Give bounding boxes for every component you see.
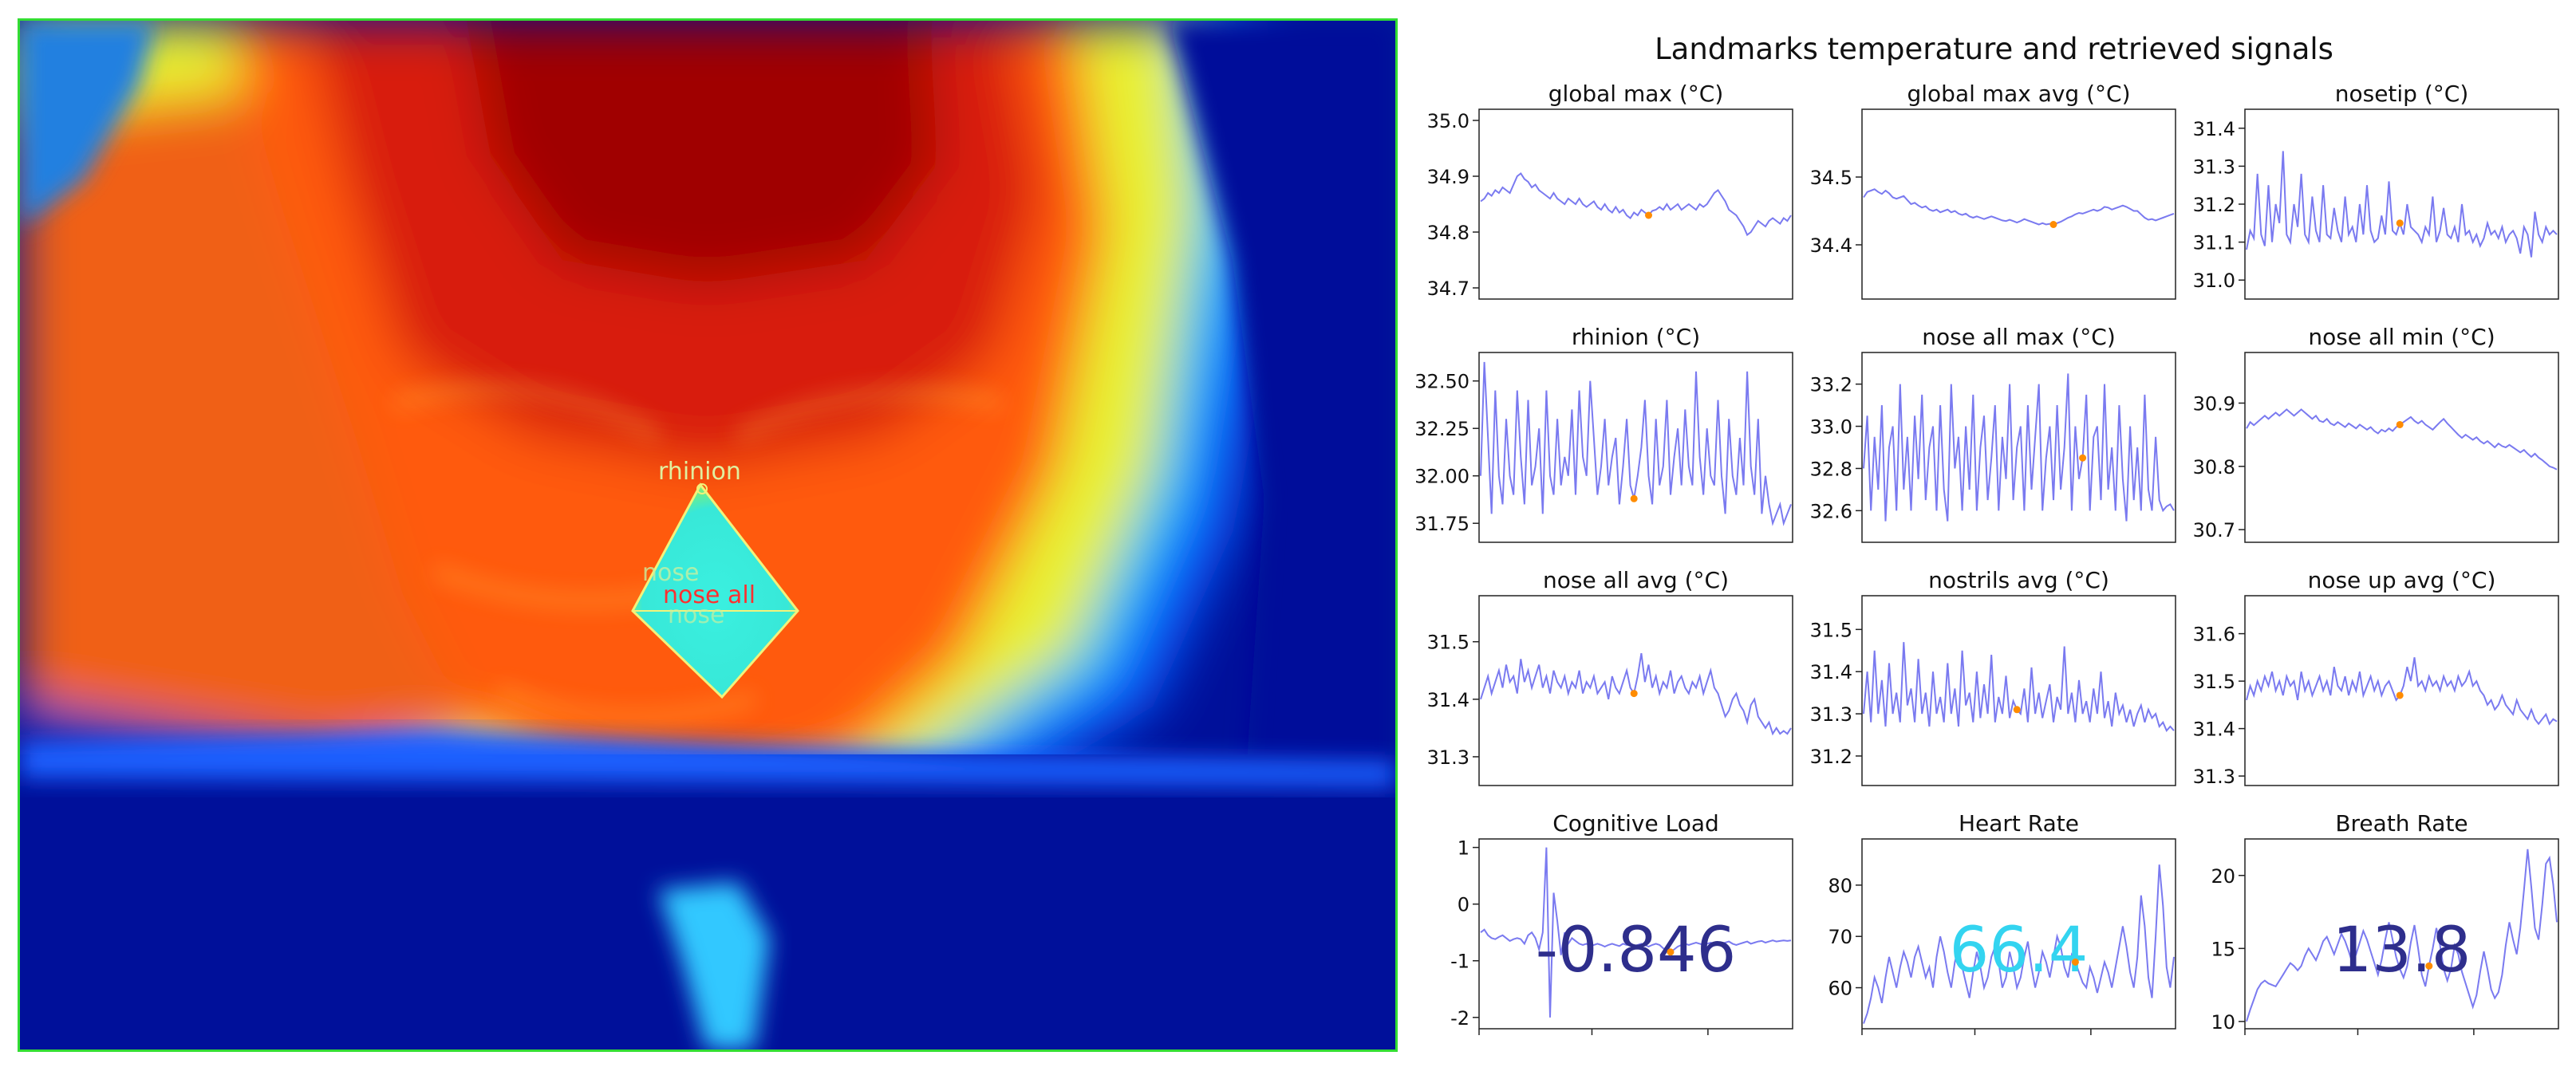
chart-5-ytick-label-1: 30.8 <box>2193 456 2235 478</box>
chart-10-ytick-label-2: 80 <box>1828 875 1852 897</box>
chart-0-ytick-label-1: 34.8 <box>1427 222 1469 244</box>
chart-6-ytick-label-2: 31.5 <box>1427 632 1469 654</box>
chart-11-axes <box>2244 838 2559 1030</box>
chart-2-ytick-label-2: 31.2 <box>2193 194 2235 216</box>
chart-0-current-point <box>1645 211 1653 219</box>
chart-2-ytick-label-1: 31.1 <box>2193 232 2235 254</box>
chart-5-ytick-label-0: 30.7 <box>2193 519 2235 541</box>
chart-11-ytick-label-0: 10 <box>2211 1011 2235 1034</box>
chart-0-axes <box>1478 108 1793 300</box>
chart-5-current-point <box>2396 420 2404 428</box>
chart-4-current-point <box>2079 454 2087 462</box>
chart-8-current-point <box>2396 691 2404 699</box>
chart-5-axes <box>2244 352 2559 543</box>
chart-7-current-point <box>2013 706 2021 714</box>
chart-0-ytick-label-0: 34.7 <box>1427 278 1469 300</box>
chart-1-axes <box>1861 108 2176 300</box>
chart-10-ytick-label-1: 70 <box>1828 926 1852 948</box>
chart-1-current-point <box>2049 221 2057 228</box>
chart-6-title: nose all avg (°C) <box>1543 567 1729 593</box>
chart-0-ytick-label-3: 35.0 <box>1427 110 1469 132</box>
chart-4-title: nose all max (°C) <box>1922 324 2116 350</box>
chart-11-series-line <box>2246 849 2558 1022</box>
chart-9-ytick-label-2: 0 <box>1458 894 1469 916</box>
chart-8-ytick-label-3: 31.6 <box>2193 624 2235 646</box>
chart-5-ytick-label-2: 30.9 <box>2193 392 2235 415</box>
chart-3-ytick-label-0: 31.75 <box>1414 513 1469 535</box>
chart-9-value: -0.846 <box>1536 915 1736 986</box>
chart-2-current-point <box>2396 219 2404 227</box>
chart-10-current-point <box>2071 958 2079 966</box>
chart-1-ytick-label-0: 34.4 <box>1810 234 1852 257</box>
figure-title: Landmarks temperature and retrieved sign… <box>1655 32 2333 66</box>
chart-7-ytick-label-2: 31.4 <box>1810 661 1852 683</box>
chart-3-ytick-label-1: 32.00 <box>1414 466 1469 488</box>
chart-11-title: Breath Rate <box>2335 810 2468 837</box>
chart-10-title: Heart Rate <box>1959 810 2079 837</box>
thermal-image-panel: rhinion nose nose all nose <box>18 18 1398 1052</box>
chart-3-series-line <box>1480 361 1792 526</box>
chart-7-ytick-label-3: 31.5 <box>1810 619 1852 641</box>
chart-8-ytick-label-1: 31.4 <box>2193 719 2235 741</box>
chart-2-series-line <box>2246 151 2558 258</box>
chart-11-current-point <box>2425 962 2433 970</box>
chart-1-ytick-label-1: 34.5 <box>1810 167 1852 189</box>
chart-9-ytick-label-3: 1 <box>1458 837 1469 860</box>
chart-0-series-line <box>1480 172 1792 237</box>
chart-6-current-point <box>1630 690 1638 698</box>
chart-10-axes <box>1861 838 2176 1030</box>
chart-11-ytick-label-2: 20 <box>2211 865 2235 888</box>
chart-7-title: nostrils avg (°C) <box>1928 567 2109 593</box>
chart-2-ytick-label-3: 31.3 <box>2193 156 2235 178</box>
chart-1-series-line <box>1863 188 2175 226</box>
chart-2-axes <box>2244 108 2559 300</box>
chart-7-ytick-label-1: 31.3 <box>1810 703 1852 726</box>
nose-all-landmark-label: nose all <box>663 581 755 609</box>
chart-4-axes <box>1861 352 2176 543</box>
chart-4-ytick-label-2: 33.0 <box>1810 416 1852 439</box>
chart-6-series-line <box>1480 652 1792 736</box>
chart-1-title: global max avg (°C) <box>1907 81 2131 107</box>
chart-7-ytick-label-0: 31.2 <box>1810 746 1852 768</box>
chart-8-ytick-label-2: 31.5 <box>2193 671 2235 693</box>
chart-11-ytick-label-1: 15 <box>2211 938 2235 960</box>
chart-9-axes <box>1478 838 1793 1030</box>
rhinion-landmark-label: rhinion <box>658 458 741 486</box>
chart-9-title: Cognitive Load <box>1552 810 1719 837</box>
chart-4-series-line <box>1863 373 2175 522</box>
chart-7-axes <box>1861 595 2176 786</box>
chart-4-ytick-label-1: 32.8 <box>1810 458 1852 480</box>
chart-3-current-point <box>1630 494 1638 502</box>
chart-11-value: 13.8 <box>2333 915 2471 986</box>
nose-overlap-label-2: nose <box>668 601 724 629</box>
chart-3-title: rhinion (°C) <box>1572 324 1700 350</box>
thermal-face-image: rhinion nose nose all nose <box>20 21 1395 1049</box>
chart-6-ytick-label-1: 31.4 <box>1427 689 1469 711</box>
chart-10-series-line <box>1863 864 2175 1024</box>
chart-4-ytick-label-0: 32.6 <box>1810 500 1852 522</box>
chart-9-series-line <box>1480 847 1792 1018</box>
chart-8-title: nose up avg (°C) <box>2308 567 2496 593</box>
chart-4-ytick-label-3: 33.2 <box>1810 374 1852 396</box>
chart-9-ytick-label-0: -2 <box>1450 1007 1469 1030</box>
chart-8-series-line <box>2246 657 2558 726</box>
chart-0-title: global max (°C) <box>1548 81 1724 107</box>
nose-overlap-label-1: nose <box>642 559 699 587</box>
chart-8-ytick-label-0: 31.3 <box>2193 766 2235 788</box>
chart-10-value: 66.4 <box>1950 915 2089 986</box>
chart-2-ytick-label-0: 31.0 <box>2193 270 2235 292</box>
chart-6-ytick-label-0: 31.3 <box>1427 746 1469 769</box>
chart-5-title: nose all min (°C) <box>2308 324 2495 350</box>
chart-10-ytick-label-0: 60 <box>1828 978 1852 1000</box>
chart-0-ytick-label-2: 34.9 <box>1427 166 1469 188</box>
chart-2-title: nosetip (°C) <box>2335 81 2469 107</box>
chart-9-ytick-label-1: -1 <box>1450 951 1469 973</box>
chart-3-ytick-label-2: 32.25 <box>1414 418 1469 440</box>
chart-9-current-point <box>1667 948 1675 956</box>
chart-3-ytick-label-3: 32.50 <box>1414 371 1469 393</box>
chart-2-ytick-label-4: 31.4 <box>2193 118 2235 140</box>
